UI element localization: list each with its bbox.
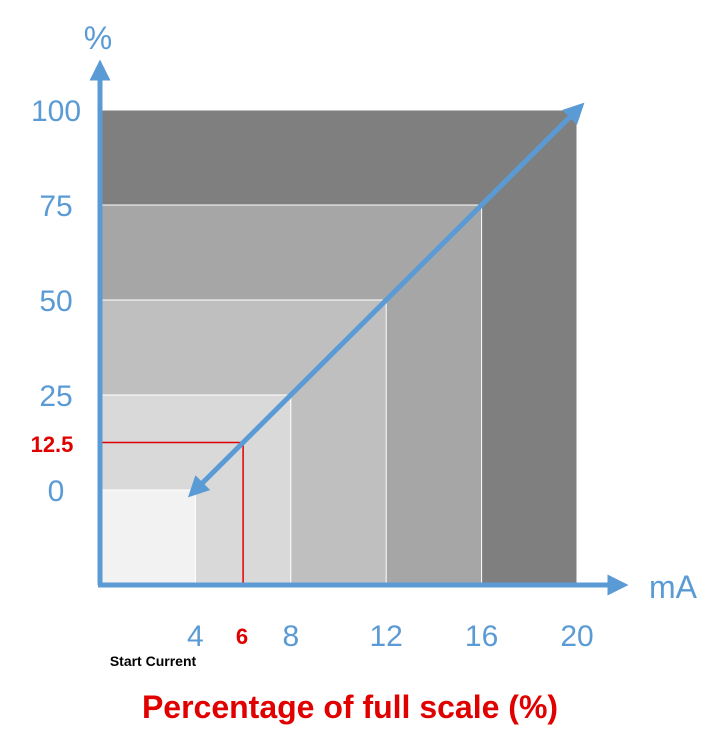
y-tick-25: 25: [39, 380, 72, 413]
band-4: [99, 489, 196, 586]
y-tick-50: 50: [39, 285, 72, 318]
axes: [89, 59, 629, 596]
start-current-note: Start Current: [110, 653, 197, 669]
x-tick-4: 4: [187, 620, 204, 653]
chart-title: Percentage of full scale (%): [142, 689, 558, 725]
x-tick-8: 8: [282, 620, 299, 653]
y-tick-75: 75: [39, 190, 72, 223]
y-tick-0: 0: [48, 475, 65, 508]
y-unit-label: %: [84, 20, 112, 56]
highlight-x-label: 6: [236, 624, 248, 649]
y-tick-100: 100: [31, 95, 81, 128]
x-tick-16: 16: [465, 620, 498, 653]
x-tick-12: 12: [370, 620, 403, 653]
x-tick-labels: 4 8 12 16 20: [187, 620, 594, 653]
x-tick-20: 20: [560, 620, 593, 653]
x-unit-label: mA: [649, 569, 698, 605]
data-series: [187, 102, 585, 498]
y-tick-labels: 0 25 50 75 100: [31, 95, 81, 508]
highlight-y-label: 12.5: [31, 432, 74, 457]
series-line-0: [187, 102, 585, 498]
